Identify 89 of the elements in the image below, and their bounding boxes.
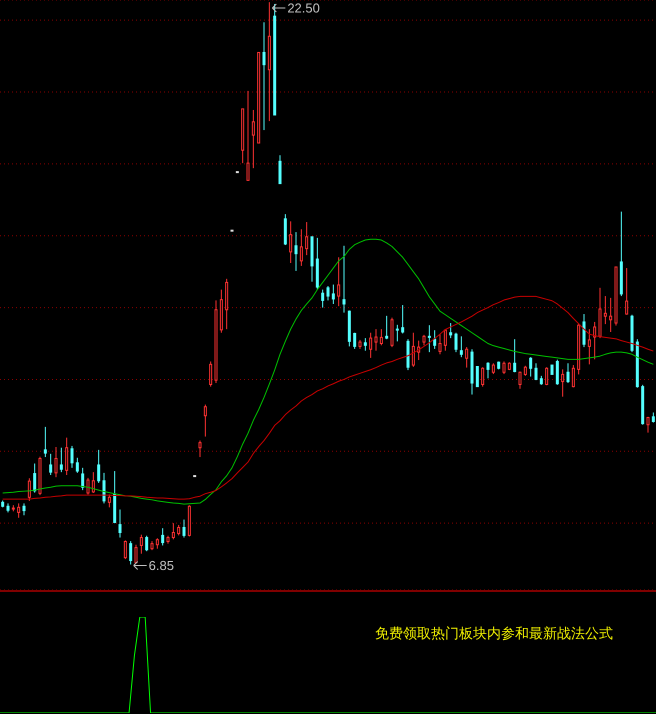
candlestick [566,362,570,384]
candlestick [428,324,431,353]
candlestick [529,356,532,378]
candlestick [70,445,74,468]
candlestick [374,328,378,352]
candlestick [140,534,143,554]
candlestick [129,540,132,565]
candlestick [401,304,404,334]
candlestick [433,330,436,350]
candlestick [465,346,468,368]
candlestick [22,502,26,516]
candlestick [550,364,554,375]
candlestick [33,463,36,494]
candlestick [422,334,426,346]
candlestick [582,314,586,348]
candlestick [17,502,20,518]
candlestick [326,286,330,301]
candlestick [518,371,522,390]
candlestick [486,362,490,379]
candlestick [396,324,399,342]
candlestick [134,544,138,564]
candlestick [54,446,58,478]
candlestick [545,366,548,386]
candlestick [300,228,303,266]
candlestick [49,453,52,476]
candlestick [246,90,250,181]
candlestick [513,338,516,373]
candlestick [161,528,164,546]
candlestick [572,364,575,388]
candlestick [412,332,415,368]
candlestick [65,437,68,476]
candlestick [177,524,180,536]
candlestick [646,416,650,434]
candlestick [76,457,79,474]
candlestick [502,360,506,375]
candlestick [652,412,655,424]
candlestick [337,256,340,307]
candlestick [198,440,202,458]
candlestick [28,478,31,502]
candlestick [492,362,495,375]
candlestick [289,220,292,264]
candlestick [81,467,84,491]
candlestick [145,535,148,552]
candlestick [476,366,479,388]
candlestick [609,297,612,333]
candlestick [44,426,47,458]
annotation: 免费领取热门板块内参和最新战法公式 [375,625,613,643]
candlestick [332,284,335,304]
candlestick [588,328,591,365]
candlestick [118,509,122,538]
candlestick [60,447,63,473]
candlestick [438,334,442,355]
candlestick [534,362,538,381]
candlestick [460,336,463,358]
candlestick [353,332,356,350]
candlestick [156,538,159,550]
candlestick [380,328,383,346]
candlestick [524,365,527,376]
candlestick [454,332,458,353]
candlestick [625,268,628,316]
candlestick [604,296,607,325]
candlestick [108,494,111,508]
candlestick [97,449,100,484]
candlestick [204,404,207,438]
candlestick [209,360,212,388]
candlestick [252,109,255,169]
candlestick [172,522,175,540]
candlestick [182,519,186,538]
annotation: 22.50 [287,0,320,16]
candlestick [364,338,367,352]
candlestick [124,540,127,560]
candlestick [92,472,95,494]
candlestick [481,366,484,388]
candlestick [385,315,388,340]
candlestick [444,328,447,352]
candlestick [102,472,106,504]
candlestick [321,289,324,308]
candlestick [556,359,559,386]
candlestick [262,22,266,131]
candlestick [305,222,308,256]
candlestick [294,232,298,272]
candlestick [561,368,564,398]
candlestick [369,332,372,358]
annotation: 6.85 [148,558,174,573]
candlestick [278,154,282,184]
candlestick [86,477,90,495]
candlestick [342,245,346,314]
candlestick [449,322,452,339]
candlestick [593,321,596,360]
